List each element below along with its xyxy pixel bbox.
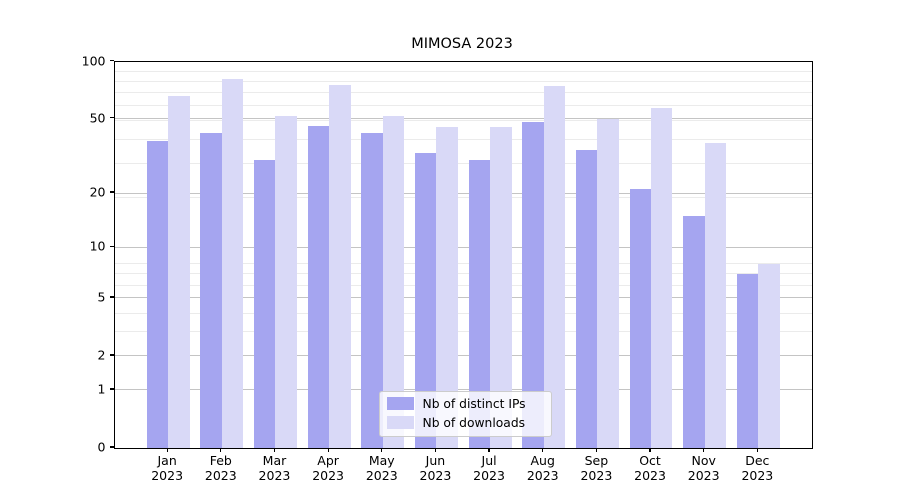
bar-distinct-ips-jan: [146, 141, 169, 448]
y-tick-label-5: 5: [97, 289, 106, 305]
gridline-minor: [114, 273, 812, 275]
x-tick-label-nov: Nov 2023: [687, 453, 720, 483]
bar-downloads-jan: [168, 95, 190, 448]
y-tick-label-20: 20: [89, 184, 106, 200]
gridline-minor: [114, 312, 812, 314]
x-tick-label-may: May 2023: [365, 453, 398, 483]
y-tick-label-2: 2: [97, 347, 106, 363]
gridline-major: [114, 389, 812, 391]
x-tick-mark: [703, 448, 705, 452]
bar-distinct-ips-mar: [254, 160, 276, 448]
bar-downloads-may: [382, 115, 405, 448]
x-tick-mark: [166, 448, 168, 452]
bar-distinct-ips-oct: [629, 189, 652, 448]
gridline-major: [114, 355, 812, 357]
gridline-minor: [114, 119, 812, 121]
x-tick-label-mar: Mar 2023: [258, 453, 291, 483]
x-tick-label-apr: Apr 2023: [312, 453, 345, 483]
bar-distinct-ips-feb: [200, 133, 222, 448]
bar-downloads-jul: [490, 127, 512, 448]
y-tick-mark: [109, 354, 114, 356]
bar-distinct-ips-sep: [575, 150, 598, 448]
x-tick-label-jun: Jun 2023: [419, 453, 452, 483]
x-tick-label-dec: Dec 2023: [741, 453, 774, 483]
y-tick-mark: [109, 446, 114, 448]
plot-area: Nb of distinct IPs Nb of downloads: [113, 60, 813, 449]
bar-downloads-jun: [436, 127, 458, 448]
gridline-major: [114, 297, 812, 299]
x-tick-mark: [542, 448, 544, 452]
legend-item-downloads: Nb of downloads: [386, 415, 545, 430]
y-tick-mark: [109, 245, 114, 247]
bar-downloads-oct: [651, 107, 673, 448]
gridline-minor: [114, 138, 812, 140]
bar-downloads-dec: [758, 264, 780, 448]
gridline-minor: [114, 284, 812, 286]
y-tick-label-100: 100: [81, 53, 106, 68]
bar-distinct-ips-apr: [307, 125, 330, 448]
gridline-minor: [114, 331, 812, 333]
x-tick-mark: [488, 448, 490, 452]
x-tick-label-sep: Sep 2023: [580, 453, 613, 483]
x-tick-mark: [381, 448, 383, 452]
gridline-minor: [114, 70, 812, 72]
y-tick-label-1: 1: [97, 381, 106, 397]
legend: Nb of distinct IPs Nb of downloads: [378, 390, 552, 437]
y-tick-mark: [109, 296, 114, 298]
gridline-minor: [114, 263, 812, 265]
legend-item-distinct-ips: Nb of distinct IPs: [386, 396, 545, 411]
x-tick-label-aug: Aug 2023: [526, 453, 559, 483]
bar-distinct-ips-nov: [683, 215, 705, 448]
bar-distinct-ips-aug: [522, 122, 544, 448]
bar-downloads-nov: [704, 143, 727, 448]
bar-downloads-feb: [221, 78, 244, 448]
bar-distinct-ips-jul: [468, 160, 491, 448]
x-tick-mark: [595, 448, 597, 452]
bar-downloads-aug: [543, 86, 566, 448]
legend-swatch-distinct-ips: [386, 397, 414, 410]
y-tick-mark: [109, 59, 114, 62]
y-tick-mark: [109, 117, 114, 119]
gridline-major: [114, 192, 812, 194]
x-tick-label-feb: Feb 2023: [204, 453, 237, 483]
legend-label-distinct-ips: Nb of distinct IPs: [422, 396, 526, 411]
bar-downloads-sep: [597, 118, 619, 448]
gridline-major: [114, 246, 812, 248]
y-tick-label-0: 0: [97, 439, 106, 455]
x-tick-label-jul: Jul 2023: [473, 453, 505, 483]
x-tick-mark: [434, 448, 436, 452]
gridline-major: [114, 118, 812, 120]
gridline-minor: [114, 80, 812, 82]
y-tick-label-50: 50: [89, 110, 106, 126]
x-tick-mark: [220, 448, 222, 452]
legend-swatch-downloads: [386, 416, 414, 429]
gridline-minor: [114, 196, 812, 198]
bar-distinct-ips-jun: [414, 152, 437, 448]
x-tick-mark: [756, 448, 758, 452]
legend-label-downloads: Nb of downloads: [422, 415, 526, 430]
bar-downloads-mar: [275, 115, 297, 448]
x-tick-mark: [273, 448, 276, 452]
chart-title: MIMOSA 2023: [411, 36, 513, 52]
gridline-minor: [114, 162, 812, 164]
x-tick-mark: [649, 448, 651, 452]
y-tick-mark: [109, 388, 114, 390]
y-tick-mark: [109, 191, 114, 193]
x-tick-label-jan: Jan 2023: [151, 453, 184, 483]
x-tick-label-oct: Oct 2023: [634, 453, 666, 483]
gridline-minor: [114, 104, 812, 106]
bar-distinct-ips-may: [361, 133, 383, 448]
x-tick-mark: [327, 448, 329, 452]
bar-distinct-ips-dec: [736, 273, 759, 448]
y-tick-label-10: 10: [89, 238, 106, 254]
gridline-minor: [114, 91, 812, 93]
bar-downloads-apr: [329, 85, 351, 448]
